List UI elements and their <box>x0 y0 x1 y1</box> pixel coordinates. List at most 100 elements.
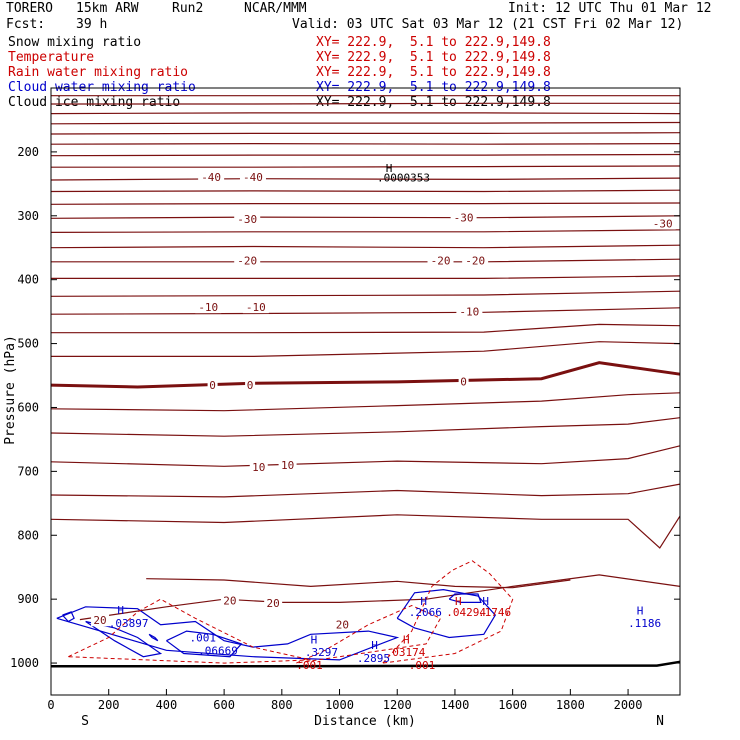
extremum-label-5: .06669 <box>198 644 238 657</box>
field-cloudice-name: Cloud ice mixing ratio <box>8 95 181 110</box>
x-axis-label: Distance (km) <box>314 714 416 729</box>
isotherm-18 <box>51 323 681 334</box>
x-tick-label-600: 600 <box>213 698 235 712</box>
contour-labels: -40 -40 -30 -30 -30 -20 -20 -20 -10 -10 -10 0 0 0 10 10… <box>91 162 676 672</box>
isotherm-label-bg <box>242 301 269 314</box>
isotherm-label-bg <box>245 379 256 392</box>
extremum-label-11: .03174 <box>386 646 426 659</box>
y-tick-label-800: 800 <box>17 528 39 542</box>
y-axis-label: Pressure (hPa) <box>3 335 18 445</box>
isotherm-label-bg <box>649 217 676 230</box>
isotherm-label-bg <box>207 379 218 392</box>
cloud-water-contour-5 <box>396 588 497 639</box>
isotherm-label-bg <box>333 618 352 631</box>
isotherm-label-6: -20 <box>431 255 451 268</box>
isotherm-label-bg <box>198 170 225 183</box>
y-tick-label-1000: 1000 <box>10 656 39 670</box>
isotherm-label-4: -30 <box>653 217 673 230</box>
x-tick-label-800: 800 <box>271 698 293 712</box>
isotherm-label-bg <box>427 254 454 267</box>
grid-spacing: 15km ARW <box>76 1 139 16</box>
extremum-label-20: H <box>637 605 644 618</box>
extremum-label-16: H <box>455 595 462 608</box>
isotherm-label-7: -20 <box>465 255 485 268</box>
isotherm-label-bg <box>220 594 239 607</box>
isotherm-label-3: -30 <box>454 212 474 225</box>
endpoint-north: N <box>656 714 664 729</box>
isotherm-label-bg <box>456 305 483 318</box>
rain-water-contours <box>68 560 514 664</box>
isotherm-label-12: 0 <box>247 379 254 392</box>
temperature-isotherms <box>50 95 681 668</box>
run-label: Run2 <box>172 1 204 16</box>
isotherm-11 <box>50 215 681 219</box>
x-tick-label-1000: 1000 <box>325 698 354 712</box>
isotherm-label-bg <box>195 301 222 314</box>
isotherm-label-bg <box>91 614 110 627</box>
field-temperature-name: Temperature <box>8 50 95 65</box>
lower-isotherm-0 <box>50 514 681 549</box>
org-label: NCAR/MMM <box>244 1 307 16</box>
isotherm-label-17: 20 <box>267 597 280 610</box>
extremum-label-19: .1746 <box>478 606 511 619</box>
isotherm-13 <box>50 244 681 249</box>
isotherm-7 <box>51 165 681 168</box>
isotherm-label-0: -40 <box>201 171 221 184</box>
isotherm-8 <box>50 177 681 181</box>
extremum-label-1: .0000353 <box>377 171 430 184</box>
extremum-label-17: .04294 <box>446 606 486 619</box>
y-tick-label-500: 500 <box>17 337 39 351</box>
isotherm-20 <box>50 392 681 412</box>
cloud-water-contour-0 <box>56 606 400 661</box>
init-time: Init: 12 UTC Thu 01 Mar 12 <box>508 1 712 16</box>
extremum-label-9: .2895 <box>357 652 390 665</box>
isotherm-label-13: 0 <box>460 375 467 388</box>
field-temperature-xy: XY= 222.9, 5.1 to 222.9,149.8 <box>316 50 551 65</box>
extremum-label-15: .2066 <box>409 606 442 619</box>
x-tick-label-1200: 1200 <box>383 698 412 712</box>
forecast-label: Fcst: <box>6 17 46 32</box>
isotherm-label-11: 0 <box>209 379 216 392</box>
isotherm-label-5: -20 <box>237 255 257 268</box>
extremum-label-14: H <box>420 595 427 608</box>
extremum-label-10: H <box>403 633 410 646</box>
isotherm-5 <box>50 143 681 145</box>
isotherm-label-bg <box>450 211 477 224</box>
field-rain-xy: XY= 222.9, 5.1 to 222.9,149.8 <box>316 65 551 80</box>
valid-time: Valid: 03 UTC Sat 03 Mar 12 (21 CST Fri … <box>292 17 684 32</box>
isotherm-4 <box>50 132 681 135</box>
extremum-label-4: .001 <box>189 631 216 644</box>
x-tick-label-0: 0 <box>47 698 54 712</box>
isotherm-label-bg <box>458 375 469 388</box>
y-tick-label-700: 700 <box>17 464 39 478</box>
isotherm-16 <box>50 290 681 297</box>
extremum-label-7: .3297 <box>305 646 338 659</box>
cloud-water-contour-2 <box>166 630 243 658</box>
cloud-water-contours <box>56 588 497 661</box>
isotherm-label-bg <box>239 170 266 183</box>
isotherm-17 <box>50 307 681 315</box>
extremum-label-21: .1186 <box>628 617 661 630</box>
y-tick-label-600: 600 <box>17 400 39 414</box>
field-cloudice-xy: XY= 222.9, 5.1 to 222.9,149.8 <box>316 95 551 110</box>
isotherm-label-bg <box>462 254 489 267</box>
y-tick-label-900: 900 <box>17 592 39 606</box>
isotherm-2 <box>50 112 681 115</box>
x-tick-label-1400: 1400 <box>440 698 469 712</box>
plot-frame <box>50 87 681 696</box>
cloud-water-contour-4 <box>148 633 159 642</box>
isotherm-label-bg <box>249 460 268 473</box>
extremum-label-0: H <box>386 162 393 175</box>
isotherm-label-14: 10 <box>252 461 265 474</box>
isotherm-label-9: -10 <box>246 301 266 314</box>
isotherm-label-16: 20 <box>223 594 236 607</box>
extremum-label-6: H <box>311 633 318 646</box>
lower-isotherm-1 <box>146 578 571 589</box>
field-snow-name: Snow mixing ratio <box>8 35 142 50</box>
extremum-label-3: .03897 <box>109 617 149 630</box>
model-name: TORERO <box>6 1 53 16</box>
isotherm-label-2: -30 <box>237 213 257 226</box>
isotherm-6 <box>50 153 681 157</box>
isotherm-9 <box>50 189 681 193</box>
